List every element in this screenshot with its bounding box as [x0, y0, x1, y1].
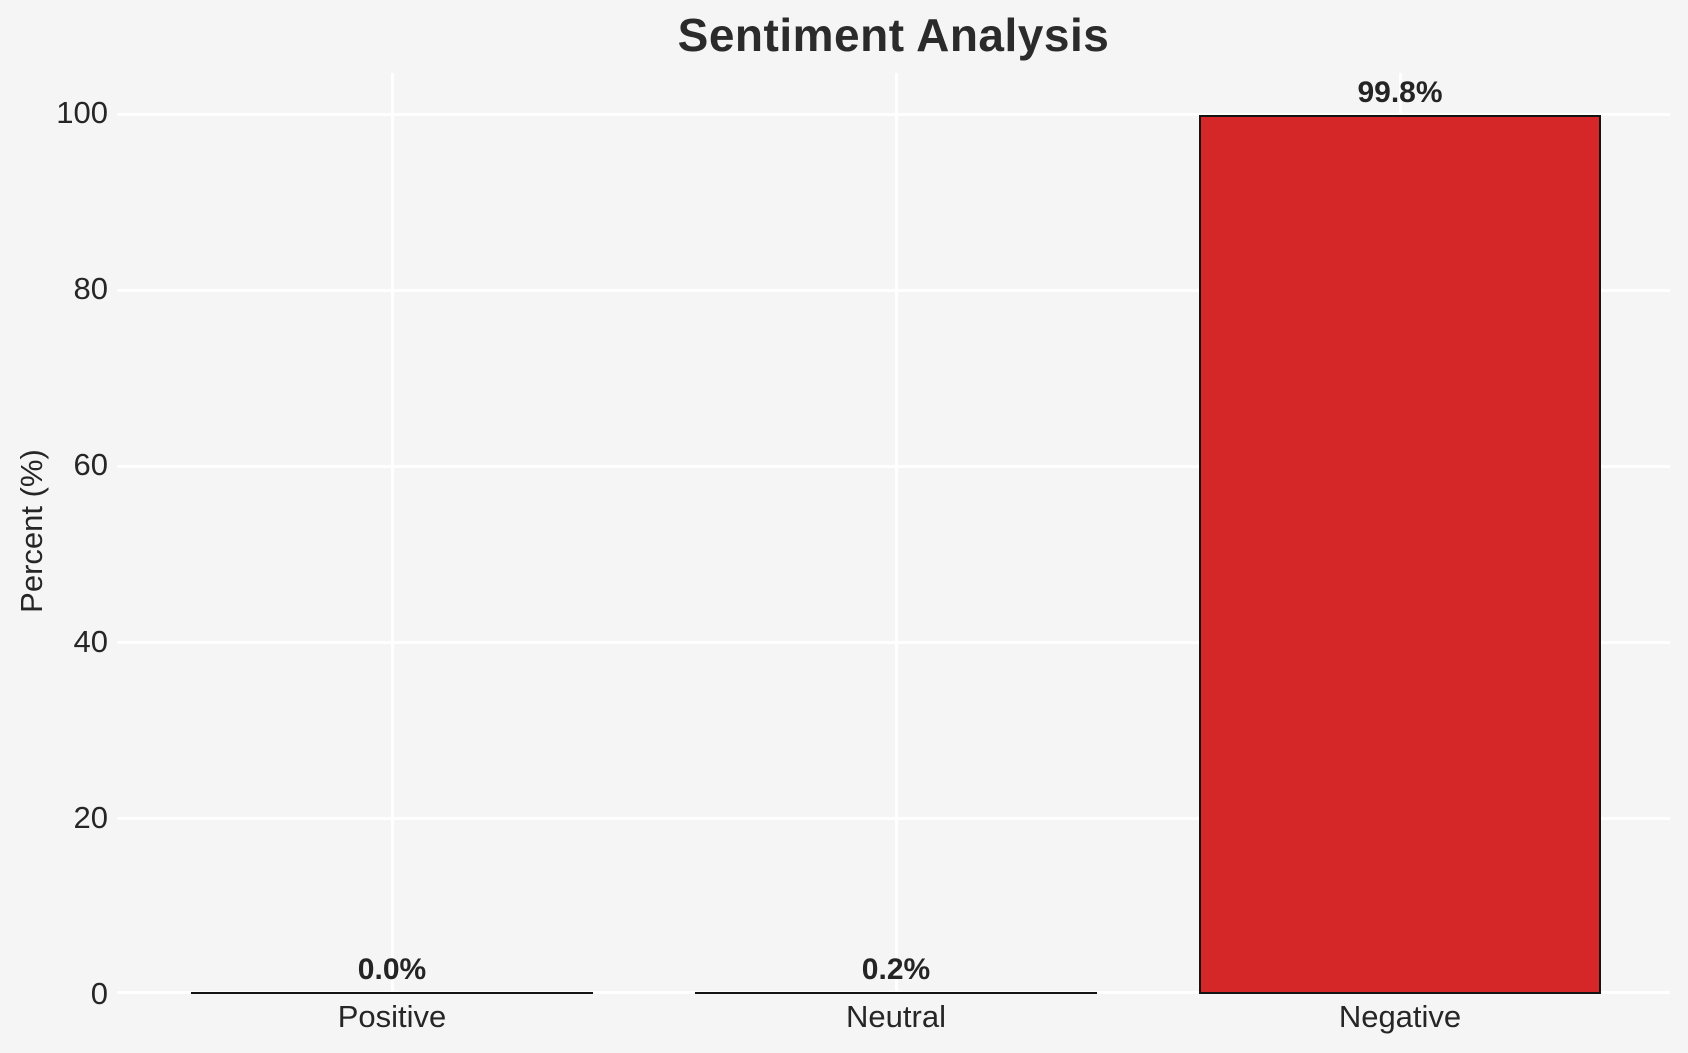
x-tick-label-neutral: Neutral [846, 999, 946, 1034]
gridline-v-neutral [894, 73, 898, 994]
y-tick-label-100: 100 [56, 95, 108, 130]
value-label-neutral: 0.2% [861, 953, 931, 986]
x-tick-label-positive: Positive [337, 999, 447, 1034]
plot-area: 0.0% 0.2% 99.8% [117, 73, 1670, 994]
y-tick-label-20: 20 [73, 800, 108, 835]
bar-positive [191, 992, 593, 994]
gridline-v-positive [390, 73, 394, 994]
x-tick-label-negative: Negative [1338, 999, 1462, 1034]
gridline-h-20 [117, 817, 1670, 821]
y-tick-label-80: 80 [73, 271, 108, 306]
y-tick-label-60: 60 [73, 447, 108, 482]
bar-negative [1199, 114, 1601, 994]
gridline-h-40 [117, 641, 1670, 645]
gridline-h-60 [117, 464, 1670, 468]
gridline-h-80 [117, 288, 1670, 292]
chart-title: Sentiment Analysis [677, 9, 1110, 61]
gridline-h-100 [117, 112, 1670, 116]
y-tick-label-40: 40 [73, 624, 108, 659]
value-label-positive: 0.0% [357, 953, 427, 986]
bar-neutral [695, 992, 1097, 994]
value-label-negative: 99.8% [1357, 76, 1443, 109]
y-tick-label-0: 0 [90, 976, 108, 1011]
